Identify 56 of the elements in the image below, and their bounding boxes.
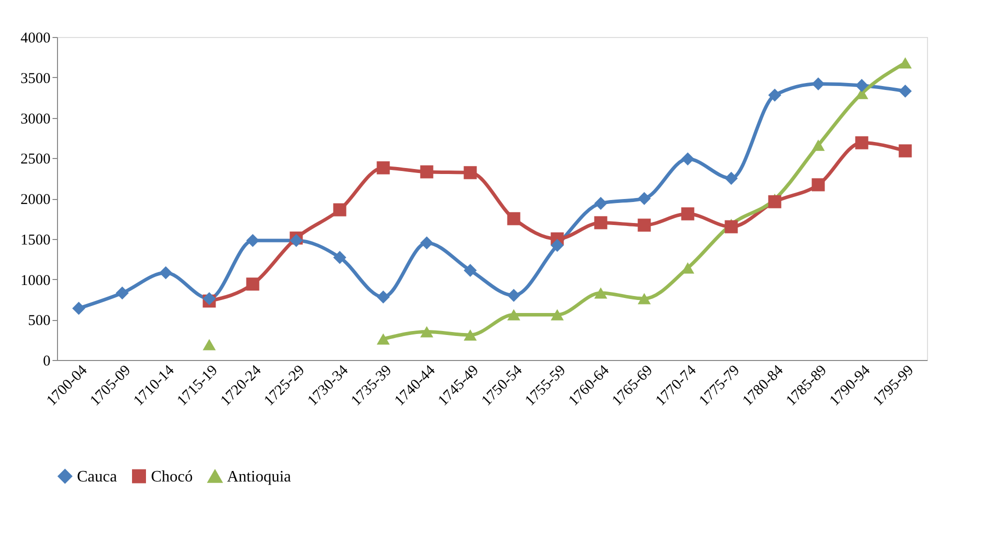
point <box>507 288 520 302</box>
y-tick-label: 500 <box>28 313 50 330</box>
point <box>420 236 434 250</box>
point <box>768 195 782 208</box>
point <box>333 203 346 216</box>
point <box>290 234 303 248</box>
y-tick-label: 1500 <box>20 232 50 248</box>
y-tick-label: 2000 <box>20 192 50 208</box>
point <box>333 250 346 264</box>
point <box>724 220 738 234</box>
point <box>464 264 477 277</box>
point <box>812 178 825 192</box>
point <box>376 290 390 304</box>
point <box>420 326 434 338</box>
point <box>638 218 651 232</box>
point <box>246 234 260 248</box>
point <box>159 266 172 280</box>
point <box>898 84 912 98</box>
point <box>855 78 868 92</box>
point <box>376 161 390 174</box>
y-tick-label: 1000 <box>20 272 50 289</box>
point <box>681 152 694 166</box>
point <box>376 333 390 345</box>
point <box>72 302 86 315</box>
point <box>638 292 651 304</box>
point <box>681 207 694 220</box>
y-tick-label: 2500 <box>20 152 50 168</box>
point <box>768 88 782 102</box>
legend-label: Chocó <box>151 468 193 486</box>
y-tick-label: 3500 <box>20 70 50 87</box>
point <box>812 140 825 151</box>
point <box>638 192 651 206</box>
point <box>420 165 434 178</box>
point <box>116 286 129 300</box>
y-tick-label: 4000 <box>20 30 50 46</box>
point <box>246 278 260 291</box>
point <box>594 196 608 210</box>
point <box>594 216 608 230</box>
y-tick-label: 3000 <box>20 111 50 128</box>
point <box>550 309 564 320</box>
point <box>464 166 477 180</box>
point <box>202 339 216 350</box>
point <box>594 287 608 299</box>
point <box>898 57 912 68</box>
point <box>724 172 738 185</box>
point <box>812 77 825 90</box>
point <box>898 144 912 158</box>
y-tick-label: 0 <box>43 354 50 370</box>
point <box>855 136 868 150</box>
point <box>202 292 216 306</box>
point <box>464 329 477 341</box>
point <box>550 238 564 252</box>
legend-label: Antioquia <box>227 468 291 486</box>
point <box>507 212 520 226</box>
point <box>507 309 520 320</box>
legend-label: Cauca <box>77 468 117 486</box>
